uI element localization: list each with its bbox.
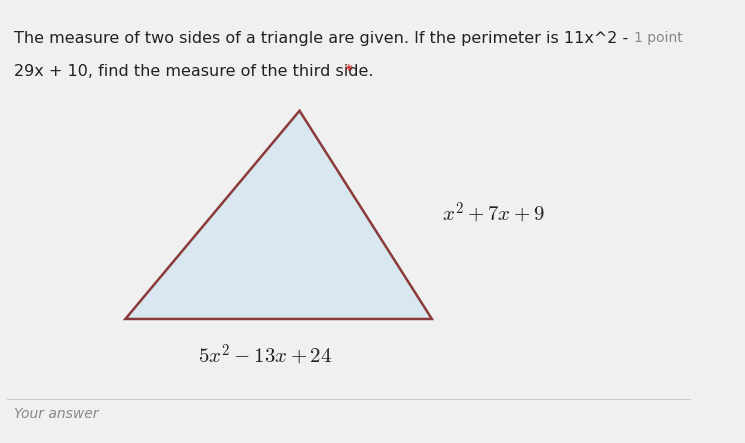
Text: 1 point: 1 point — [634, 31, 682, 45]
Polygon shape — [125, 111, 432, 319]
Text: The measure of two sides of a triangle are given. If the perimeter is 11x^2 -: The measure of two sides of a triangle a… — [14, 31, 628, 46]
Text: *: * — [345, 64, 352, 79]
Text: $x^2 + 7x + 9$: $x^2 + 7x + 9$ — [443, 200, 545, 225]
Text: 29x + 10, find the measure of the third side.: 29x + 10, find the measure of the third … — [14, 64, 378, 79]
Text: Your answer: Your answer — [14, 407, 98, 421]
Text: $5x^2 - 13x + 24$: $5x^2 - 13x + 24$ — [197, 342, 332, 367]
